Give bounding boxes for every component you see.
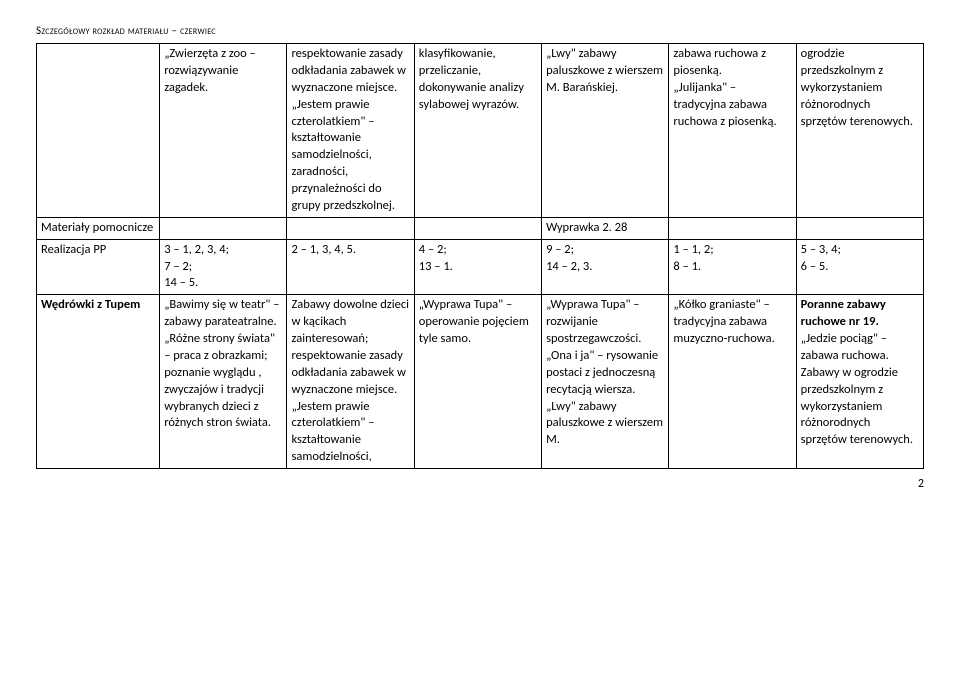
table-row: Materiały pomocnicze Wyprawka 2. 28 (37, 217, 924, 239)
cell: klasyfikowanie, przeliczanie, dokonywani… (414, 44, 541, 218)
table-row: Wędrówki z Tupem „Bawimy się w teatr" – … (37, 295, 924, 469)
cell: Wyprawka 2. 28 (542, 217, 669, 239)
page-header: Szczegółowy rozkład materiału – czerwiec (36, 24, 924, 37)
cell: Zabawy dowolne dzieci w kącikach zainter… (287, 295, 414, 469)
table-row: „Zwierzęta z zoo – rozwiązywanie zagadek… (37, 44, 924, 218)
cell-bold-lead: Poranne zabawy ruchowe nr 19. (801, 297, 886, 329)
cell: 5 – 3, 4;6 – 5. (796, 239, 923, 295)
cell (669, 217, 796, 239)
curriculum-table: „Zwierzęta z zoo – rozwiązywanie zagadek… (36, 43, 924, 469)
cell (414, 217, 541, 239)
row-label: Realizacja PP (37, 239, 160, 295)
cell: zabawa ruchowa z piosenką.„Julijanka" – … (669, 44, 796, 218)
cell (796, 217, 923, 239)
cell: „Zwierzęta z zoo – rozwiązywanie zagadek… (160, 44, 287, 218)
cell: Poranne zabawy ruchowe nr 19.„Jedzie poc… (796, 295, 923, 469)
cell: „Wyprawa Tupa" – operowanie pojęciem tyl… (414, 295, 541, 469)
cell: „Bawimy się w teatr" – zabawy parateatra… (160, 295, 287, 469)
row-label (37, 44, 160, 218)
cell: 1 – 1, 2;8 – 1. (669, 239, 796, 295)
cell: 4 – 2;13 – 1. (414, 239, 541, 295)
cell: „Kółko graniaste" – tradycyjna zabawa mu… (669, 295, 796, 469)
cell-rest: „Jedzie pociąg" – zabawa ruchowa.Zabawy … (801, 331, 913, 447)
cell: „Wyprawa Tupa" –rozwijanie spostrzegawcz… (542, 295, 669, 469)
cell: 2 – 1, 3, 4, 5. (287, 239, 414, 295)
cell: respektowanie zasady odkładania zabawek … (287, 44, 414, 218)
page-number: 2 (36, 477, 924, 491)
cell (160, 217, 287, 239)
cell: 3 – 1, 2, 3, 4;7 – 2;14 – 5. (160, 239, 287, 295)
row-label-bold: Wędrówki z Tupem (41, 297, 140, 312)
cell: „Lwy" zabawy paluszkowe z wierszem M. Ba… (542, 44, 669, 218)
cell: 9 – 2;14 – 2, 3. (542, 239, 669, 295)
cell (287, 217, 414, 239)
cell: ogrodzie przedszkolnym z wykorzystaniem … (796, 44, 923, 218)
row-label: Materiały pomocnicze (37, 217, 160, 239)
table-row: Realizacja PP 3 – 1, 2, 3, 4;7 – 2;14 – … (37, 239, 924, 295)
row-label: Wędrówki z Tupem (37, 295, 160, 469)
